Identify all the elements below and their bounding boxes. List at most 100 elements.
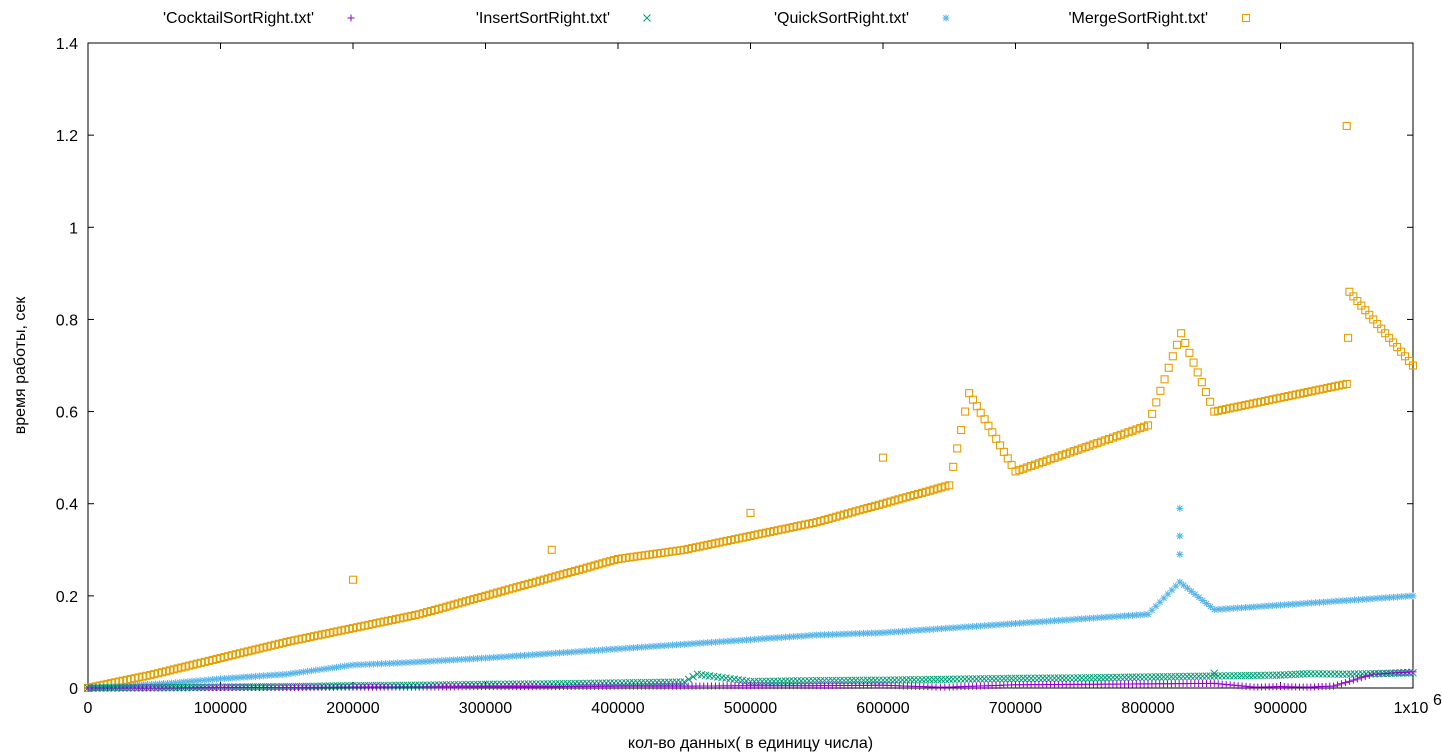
data-point xyxy=(910,627,918,635)
data-point xyxy=(1300,599,1308,607)
data-point xyxy=(1264,671,1273,680)
data-point xyxy=(536,650,544,658)
data-point xyxy=(700,639,708,647)
data-point xyxy=(676,682,684,690)
data-point xyxy=(848,630,856,638)
data-point xyxy=(556,649,564,657)
data-point xyxy=(1366,595,1374,603)
data-point xyxy=(1152,602,1160,610)
data-point xyxy=(128,681,136,689)
data-point xyxy=(906,675,915,684)
data-point xyxy=(1273,601,1281,609)
data-point xyxy=(960,675,969,683)
data-point xyxy=(1132,611,1140,619)
data-point xyxy=(863,676,872,685)
data-point xyxy=(1027,674,1035,683)
data-point xyxy=(1004,620,1012,628)
data-point xyxy=(1339,597,1347,605)
data-point xyxy=(1082,615,1090,623)
data-point xyxy=(789,677,798,685)
data-point xyxy=(1303,669,1311,678)
data-point xyxy=(1210,669,1219,678)
data-point xyxy=(595,646,603,654)
data-point xyxy=(692,639,700,647)
data-point xyxy=(891,628,899,636)
data-point xyxy=(1229,671,1238,680)
data-point xyxy=(770,677,778,686)
data-point xyxy=(434,657,442,665)
data-point xyxy=(676,546,685,555)
data-point xyxy=(410,658,418,666)
data-point xyxy=(1347,596,1355,604)
data-point xyxy=(1140,611,1148,619)
data-point xyxy=(345,624,354,633)
data-point xyxy=(883,676,891,684)
data-point xyxy=(653,678,661,687)
data-point xyxy=(976,622,984,630)
data-point xyxy=(528,651,536,659)
legend-marker-star xyxy=(942,14,950,22)
data-point xyxy=(1160,375,1169,384)
data-point xyxy=(1164,590,1172,598)
data-point xyxy=(1180,581,1188,589)
data-point xyxy=(766,677,774,686)
data-point xyxy=(641,678,650,687)
data-point xyxy=(715,638,723,646)
data-point xyxy=(1249,671,1258,680)
data-point xyxy=(184,678,192,686)
data-point xyxy=(517,652,525,660)
data-point xyxy=(988,674,996,683)
data-point xyxy=(1245,603,1253,611)
data-point xyxy=(1046,674,1055,682)
data-point xyxy=(1097,614,1105,622)
data-point xyxy=(817,631,825,639)
data-point xyxy=(719,638,727,646)
data-point xyxy=(547,545,556,554)
data-point xyxy=(1319,598,1327,606)
data-point xyxy=(832,630,840,638)
data-point xyxy=(742,532,751,541)
data-point xyxy=(390,659,398,667)
data-point xyxy=(1206,603,1214,611)
legend-label: 'QuickSortRight.txt' xyxy=(774,10,909,27)
data-point xyxy=(1206,679,1214,687)
data-point xyxy=(279,670,287,678)
data-point xyxy=(1176,550,1184,558)
x-axis-label: кол-во данных( в единицу числа) xyxy=(628,735,873,752)
data-point xyxy=(999,447,1008,456)
data-point xyxy=(813,631,821,639)
data-point xyxy=(852,630,860,638)
data-point xyxy=(571,648,579,656)
data-point xyxy=(220,675,228,683)
data-point xyxy=(878,453,888,462)
data-point xyxy=(1023,619,1031,627)
data-point xyxy=(341,662,349,670)
data-point xyxy=(575,648,583,656)
data-point xyxy=(458,655,466,663)
data-point xyxy=(723,637,731,645)
data-point xyxy=(809,631,817,639)
data-point xyxy=(1409,592,1417,600)
data-point xyxy=(758,677,767,686)
data-point xyxy=(746,508,755,517)
data-point xyxy=(1019,674,1028,683)
data-point xyxy=(524,651,532,659)
data-point xyxy=(847,676,856,685)
data-point xyxy=(422,658,430,666)
legend-marker-square xyxy=(1241,13,1251,23)
data-point xyxy=(1031,674,1039,683)
data-point xyxy=(312,666,320,674)
data-point xyxy=(361,660,369,668)
data-point xyxy=(482,654,489,662)
data-point xyxy=(1308,599,1316,607)
data-point xyxy=(860,629,868,637)
data-point xyxy=(949,462,958,471)
data-point xyxy=(462,655,470,663)
data-point xyxy=(750,635,758,643)
data-point xyxy=(930,625,938,633)
data-point xyxy=(840,676,848,685)
data-point xyxy=(925,675,934,684)
data-point xyxy=(805,676,813,685)
data-point xyxy=(1214,672,1223,680)
data-point xyxy=(1168,586,1176,594)
